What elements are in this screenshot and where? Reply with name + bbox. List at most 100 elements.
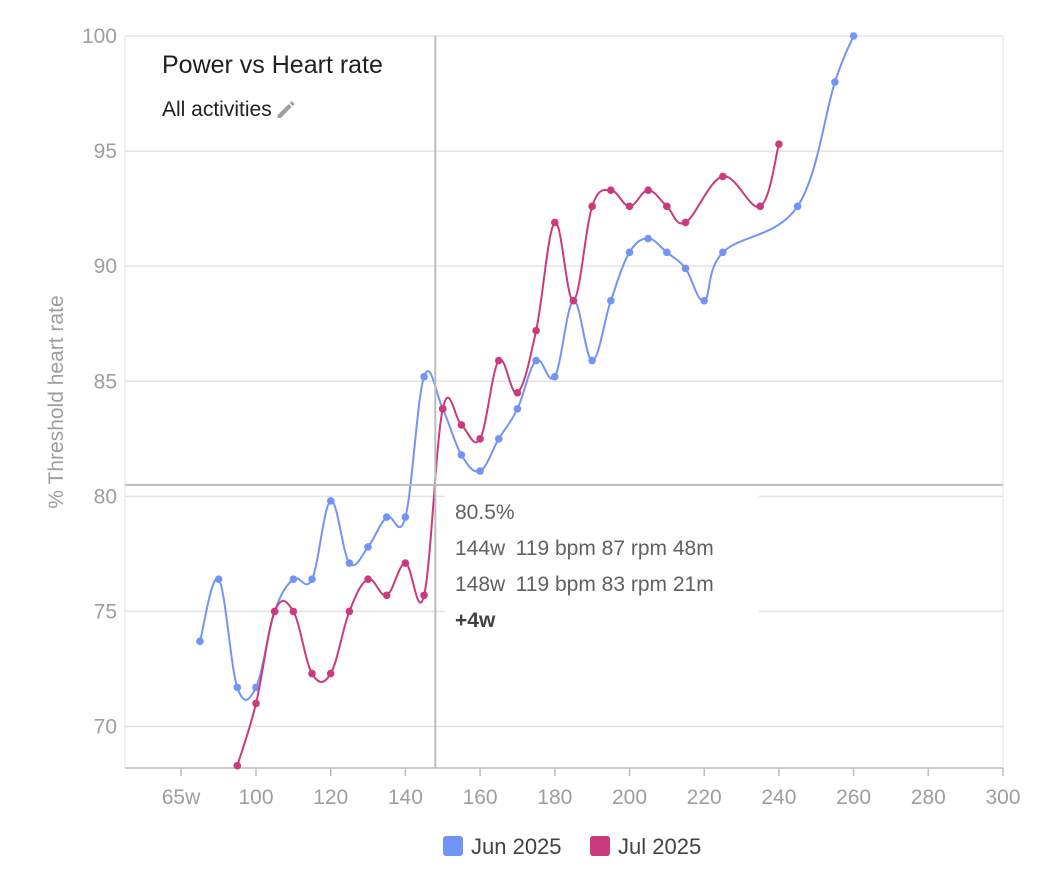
data-point-jul — [569, 296, 578, 305]
data-point-jun — [831, 78, 839, 86]
data-point-jun — [513, 405, 522, 413]
x-tick-label: 240 — [761, 786, 796, 809]
series-lines — [196, 32, 858, 770]
y-axis-title: % Threshold heart rate — [45, 295, 68, 508]
legend-label-jun: Jun 2025 — [471, 834, 562, 859]
data-point-jul — [308, 669, 316, 678]
chart-subtitle: All activities — [162, 98, 272, 121]
data-point-jun — [364, 543, 372, 551]
crosshair — [125, 36, 1003, 768]
pencil-icon[interactable] — [277, 101, 295, 118]
data-point-jun — [196, 637, 204, 646]
tooltip-jul-power: 148w — [455, 573, 506, 596]
data-point-jul — [401, 559, 410, 567]
x-tick-label: 160 — [463, 786, 498, 809]
data-point-jul — [775, 140, 783, 148]
y-tick-label: 70 — [94, 716, 117, 739]
data-point-jun — [289, 575, 298, 583]
legend-swatch-jun — [443, 836, 463, 856]
data-point-jul — [326, 669, 335, 678]
data-point-jun — [494, 434, 503, 443]
data-point-jun — [625, 248, 634, 257]
y-tick-label: 90 — [94, 255, 117, 278]
legend-label-jul: Jul 2025 — [618, 834, 701, 859]
x-tick-label: 260 — [836, 786, 871, 809]
x-tick-label: 140 — [388, 786, 423, 809]
data-point-jun — [532, 356, 540, 365]
x-tick-label: 300 — [985, 786, 1020, 809]
data-point-jul — [513, 388, 522, 397]
tooltip-background — [445, 493, 759, 643]
data-point-jun — [476, 467, 484, 475]
data-point-jun — [793, 202, 802, 211]
data-point-jun — [214, 575, 223, 583]
data-point-jul — [588, 202, 596, 211]
tooltip: 80.5% 144w 119 bpm 87 rpm 48m 148w 119 b… — [445, 493, 759, 643]
tooltip-jun-power: 144w — [455, 537, 506, 560]
x-tick-label: 280 — [911, 786, 946, 809]
x-tick-label: 120 — [313, 786, 348, 809]
data-point-jul — [532, 326, 540, 335]
chart-title: Power vs Heart rate — [162, 51, 383, 79]
tooltip-value: 80.5% — [455, 501, 515, 524]
legend-item-jul[interactable]: Jul 2025 — [590, 834, 701, 859]
data-point-jul — [438, 405, 447, 413]
x-tick-label: 200 — [612, 786, 647, 809]
data-point-jun — [681, 264, 690, 273]
y-tick-label: 85 — [94, 370, 117, 393]
series-line-jul — [236, 143, 780, 766]
data-point-jun — [644, 234, 652, 243]
data-point-jul — [364, 575, 372, 583]
data-point-jul — [494, 356, 503, 365]
y-tick-label: 75 — [94, 600, 117, 623]
data-point-jun — [607, 296, 615, 305]
data-point-jun — [588, 356, 596, 365]
tooltip-row-jun: 144w 119 bpm 87 rpm 48m — [455, 537, 714, 560]
data-point-jul — [233, 761, 242, 770]
x-axis-ticks: 65w 100 120 140 160 180 200 220 240 260 280 300 — [162, 768, 1021, 809]
y-axis-ticks: 70 75 80 85 90 95 100 — [82, 25, 117, 739]
data-point-jun — [700, 296, 708, 305]
data-point-jul — [270, 607, 279, 616]
x-tick-label: 65w — [162, 786, 201, 809]
y-tick-label: 100 — [82, 25, 117, 48]
data-point-jun — [401, 513, 410, 521]
data-point-jun — [326, 497, 335, 505]
data-point-jul — [719, 172, 727, 181]
data-point-jun — [308, 575, 316, 583]
data-point-jun — [551, 372, 559, 381]
data-point-jun — [252, 683, 260, 692]
grid-lines — [124, 35, 1004, 769]
data-point-jul — [625, 202, 634, 211]
data-point-jul — [476, 434, 484, 443]
data-point-jul — [420, 591, 428, 600]
data-point-jul — [663, 202, 671, 211]
data-point-jul — [252, 699, 260, 708]
data-point-jul — [345, 607, 354, 616]
data-point-jul — [644, 186, 652, 195]
data-point-jul — [607, 186, 615, 195]
data-point-jul — [551, 218, 559, 227]
y-tick-label: 95 — [94, 140, 117, 163]
data-point-jul — [681, 218, 690, 227]
legend-item-jun[interactable]: Jun 2025 — [443, 834, 562, 859]
data-point-jun — [420, 372, 428, 381]
data-point-jun — [345, 559, 354, 567]
series-jul — [233, 140, 783, 770]
data-point-jun — [233, 683, 242, 692]
y-tick-label: 80 — [94, 485, 117, 508]
tooltip-jun-details: 119 bpm 87 rpm 48m — [516, 537, 714, 560]
data-point-jun — [382, 513, 391, 521]
data-point-jun — [457, 451, 466, 459]
data-point-jul — [382, 591, 391, 600]
data-point-jun — [849, 32, 858, 40]
data-point-jun — [719, 248, 727, 257]
series-jun — [196, 32, 858, 701]
tooltip-diff: +4w — [455, 609, 496, 632]
plot-border — [124, 35, 1004, 769]
data-point-jul — [289, 607, 298, 616]
x-tick-label: 220 — [687, 786, 722, 809]
legend-swatch-jul — [590, 836, 610, 856]
